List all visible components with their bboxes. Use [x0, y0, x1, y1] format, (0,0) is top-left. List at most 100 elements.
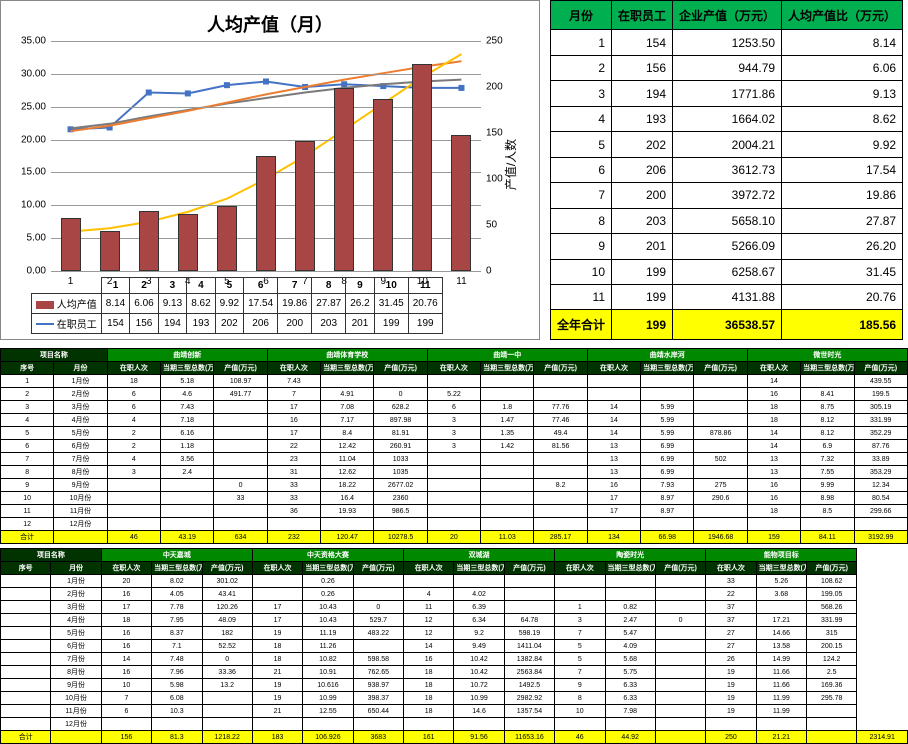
y2-tick: 150 [486, 128, 511, 139]
row-meta: 4月份 [54, 414, 107, 427]
row-meta: 3 [1, 401, 54, 414]
row-meta: 8 [1, 466, 54, 479]
cell: 26.20 [782, 234, 903, 259]
cell: 49.4 [534, 427, 587, 440]
cell: 18 [404, 692, 454, 705]
cell: 0 [655, 614, 705, 627]
cell: 568.26 [807, 601, 857, 614]
col-header: 月份 [551, 1, 612, 30]
row-meta: 6月份 [54, 440, 107, 453]
cell: 502 [694, 453, 747, 466]
cell: 193 [612, 106, 673, 131]
row-meta [1, 588, 51, 601]
total-cell: 46 [555, 731, 605, 744]
cell: 7.43 [161, 401, 214, 414]
cell: 52.52 [202, 640, 252, 653]
cell: 4131.88 [673, 285, 782, 310]
cell: 77.46 [534, 414, 587, 427]
cell [353, 588, 403, 601]
cell: 6.99 [641, 440, 694, 453]
cell: 17 [252, 614, 302, 627]
cell: 7.98 [605, 705, 655, 718]
cell [694, 388, 747, 401]
cell: 13 [587, 466, 640, 479]
cell: 7.32 [801, 453, 854, 466]
cell [252, 718, 302, 731]
cell: 878.86 [694, 427, 747, 440]
total-cell: 81.3 [152, 731, 202, 744]
cell [534, 505, 587, 518]
cell: 8.5 [801, 505, 854, 518]
cell: 10.43 [303, 601, 353, 614]
row-meta: 9月份 [51, 679, 101, 692]
cell: 1.35 [481, 427, 534, 440]
row-meta [1, 718, 51, 731]
cell: 16 [747, 492, 800, 505]
cell: 650.44 [353, 705, 403, 718]
cell: 6.08 [152, 692, 202, 705]
row-meta: 1月份 [51, 575, 101, 588]
cell: 0 [214, 479, 267, 492]
cell [321, 518, 374, 531]
cell [107, 505, 160, 518]
cell: 13 [587, 440, 640, 453]
cell: 315 [807, 627, 857, 640]
cell: 37 [706, 614, 756, 627]
cell: 10.99 [303, 692, 353, 705]
cell: 3.56 [161, 453, 214, 466]
cell: 64.78 [504, 614, 554, 627]
cell: 18 [747, 401, 800, 414]
cell [555, 575, 605, 588]
cell: 5.99 [641, 401, 694, 414]
total-cell: 36538.57 [673, 310, 782, 340]
cell: 938.97 [353, 679, 403, 692]
cell: 17.54 [782, 157, 903, 182]
proj-label: 项目名称 [1, 549, 102, 562]
cell [504, 588, 554, 601]
cell: 1.42 [481, 440, 534, 453]
cell [303, 718, 353, 731]
cell: 11.99 [756, 705, 806, 718]
cell [214, 427, 267, 440]
row-meta [1, 640, 51, 653]
cell: 77.76 [534, 401, 587, 414]
bar [217, 206, 237, 271]
cell [353, 718, 403, 731]
cell: 439.55 [854, 375, 908, 388]
cell [321, 375, 374, 388]
legend-data-table: 1234567891011 人均产值8.146.069.138.629.9217… [31, 277, 443, 334]
cell [706, 718, 756, 731]
sub-header: 在职人次 [427, 362, 480, 375]
cell: 5.18 [161, 375, 214, 388]
cell: 19 [706, 679, 756, 692]
sub-header: 当期三型总数(万元) [641, 362, 694, 375]
cell: 4.05 [152, 588, 202, 601]
y2-tick: 200 [486, 82, 511, 93]
cell: 14 [101, 653, 151, 666]
cell: 1.18 [161, 440, 214, 453]
row-meta: 7月份 [51, 653, 101, 666]
cell [655, 705, 705, 718]
cell: 9.99 [801, 479, 854, 492]
cell: 16 [747, 479, 800, 492]
row-meta: 4 [1, 414, 54, 427]
cell: 2982.92 [504, 692, 554, 705]
cell [214, 440, 267, 453]
cell [756, 718, 806, 731]
cell: 10 [551, 259, 612, 284]
cell: 14.99 [756, 653, 806, 666]
cell [374, 375, 427, 388]
cell: 200.15 [807, 640, 857, 653]
cell: 1411.04 [504, 640, 554, 653]
total-cell: 199 [612, 310, 673, 340]
cell: 3 [427, 414, 480, 427]
cell: 10.616 [303, 679, 353, 692]
cell: 1664.02 [673, 106, 782, 131]
cell [481, 388, 534, 401]
cell: 8.4 [321, 427, 374, 440]
cell: 0 [374, 388, 427, 401]
cell: 16 [101, 666, 151, 679]
cell: 8.14 [782, 30, 903, 55]
cell: 11.19 [303, 627, 353, 640]
cell [107, 492, 160, 505]
